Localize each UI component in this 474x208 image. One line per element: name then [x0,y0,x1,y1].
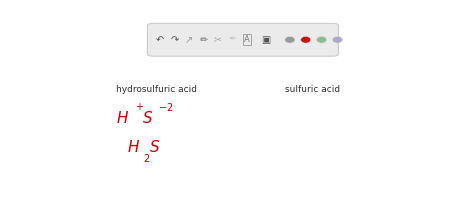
Ellipse shape [332,36,342,43]
Text: $\mathit{S}$: $\mathit{S}$ [149,139,161,155]
Text: ↗: ↗ [185,35,193,45]
Text: $\mathit{H}$: $\mathit{H}$ [116,110,129,126]
Text: $-2$: $-2$ [158,101,173,113]
Text: ✏: ✏ [200,35,208,45]
Text: hydrosulfuric acid: hydrosulfuric acid [116,84,197,94]
Text: A: A [244,35,249,44]
Text: $+$: $+$ [135,101,144,112]
Text: ↷: ↷ [171,35,179,45]
Text: ✂: ✂ [214,35,222,45]
Ellipse shape [317,36,327,43]
Text: ↶: ↶ [156,35,164,45]
Text: $\mathit{S}$: $\mathit{S}$ [142,110,153,126]
Text: ✒: ✒ [228,35,237,45]
Text: $2$: $2$ [143,152,150,164]
Text: ▣: ▣ [261,35,270,45]
FancyBboxPatch shape [147,23,338,56]
Text: sulfuric acid: sulfuric acid [285,84,340,94]
Ellipse shape [285,36,295,43]
Text: $\mathit{H}$: $\mathit{H}$ [127,139,140,155]
Ellipse shape [301,36,311,43]
